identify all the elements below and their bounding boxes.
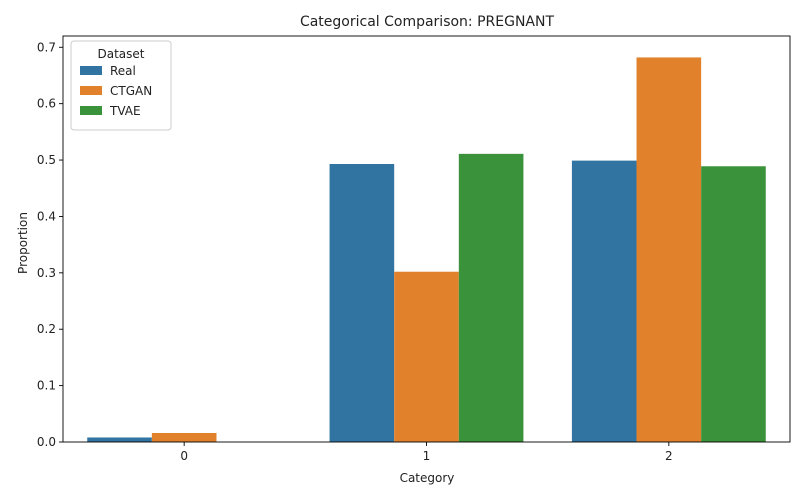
y-tick-label: 0.1	[37, 379, 56, 393]
y-tick-label: 0.3	[37, 266, 56, 280]
bar-ctgan-cat-1	[394, 271, 459, 442]
legend-items: Real CTGAN TVAE	[80, 64, 152, 118]
chart-title: Categorical Comparison: PREGNANT	[300, 14, 555, 30]
y-tick-label: 0.0	[37, 435, 56, 449]
bar-real-cat-1	[329, 164, 395, 442]
x-tick-label: 0	[180, 449, 188, 463]
legend-swatch-tvae	[80, 106, 102, 115]
x-axis-label: Category	[400, 471, 455, 485]
y-tick-label: 0.5	[37, 153, 56, 167]
bar-ctgan-cat-2	[636, 57, 702, 443]
legend-label-tvae: TVAE	[109, 104, 141, 118]
legend: Dataset Real CTGAN TVAE	[70, 40, 172, 131]
legend-label-ctgan: CTGAN	[110, 84, 152, 98]
y-tick-label: 0.6	[37, 97, 56, 111]
legend-swatch-ctgan	[80, 86, 102, 95]
legend-swatch-real	[80, 66, 102, 75]
bar-tvae-cat-2	[701, 166, 766, 442]
x-tick-label: 1	[423, 449, 431, 463]
x-tick-label: 2	[665, 449, 673, 463]
bar-real-cat-0	[87, 437, 152, 442]
bar-ctgan-cat-0	[151, 432, 217, 442]
plot-area: 0.0 0.1 0.2 0.3 0.4 0.5 0.6 0.7 0 1 2	[37, 35, 791, 463]
legend-title: Dataset	[98, 47, 145, 61]
y-axis-label: Proportion	[16, 212, 30, 274]
bar-tvae-cat-1	[458, 153, 524, 442]
legend-label-real: Real	[110, 64, 136, 78]
y-tick-label: 0.7	[37, 40, 56, 54]
bar-real-cat-2	[571, 160, 637, 442]
y-tick-label: 0.4	[37, 209, 56, 223]
y-tick-label: 0.2	[37, 322, 56, 336]
